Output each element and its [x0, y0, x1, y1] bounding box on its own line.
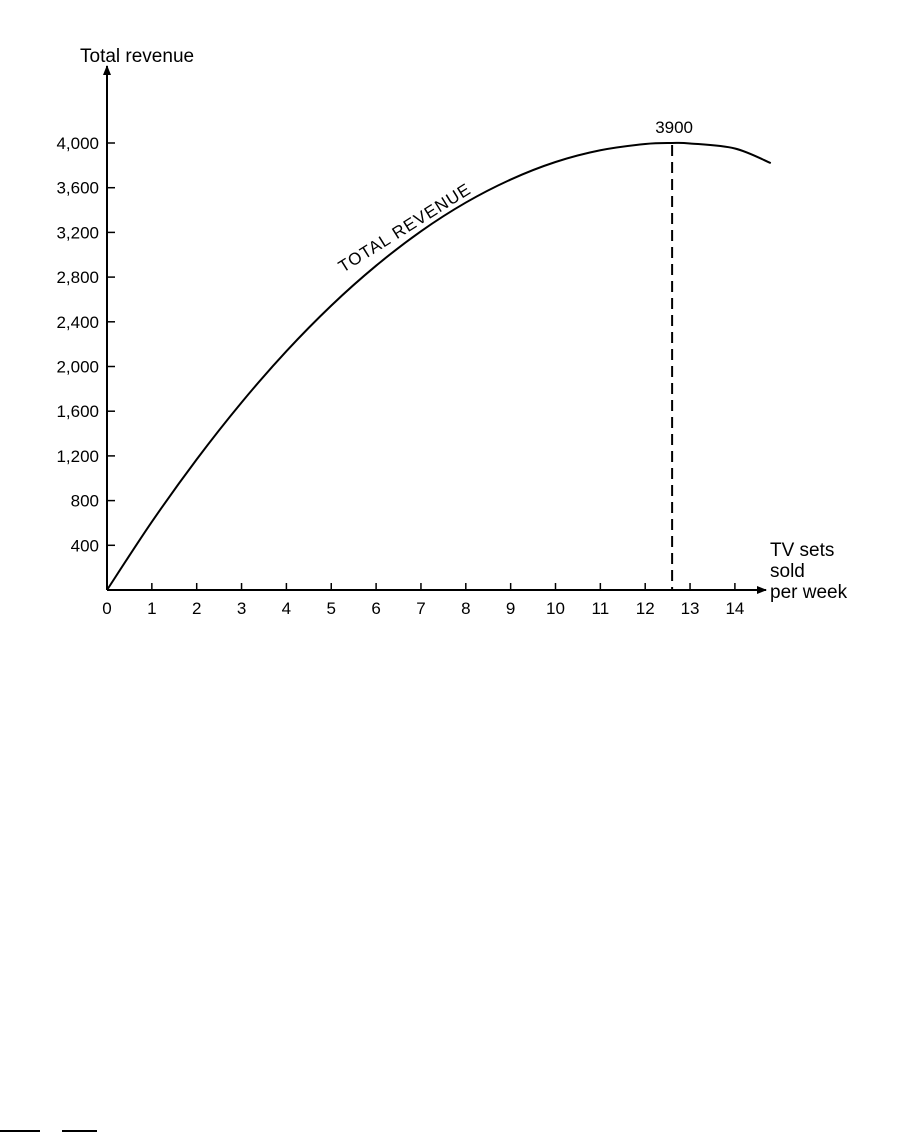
series-label: TOTAL REVENUE [335, 179, 474, 276]
y-tick-label: 800 [71, 492, 99, 511]
x-axis-title-line-1: TV sets [770, 540, 834, 561]
x-tick-label: 10 [546, 599, 565, 618]
y-axis-title: Total revenue [80, 46, 194, 67]
y-tick-label: 400 [71, 536, 99, 555]
y-tick-label: 2,800 [56, 268, 99, 287]
x-tick-label: 1 [147, 599, 156, 618]
y-tick-label: 3,200 [56, 223, 99, 242]
x-tick-label: 3 [237, 599, 246, 618]
x-tick-label: 11 [592, 599, 610, 618]
x-axis-title: TV sets sold per week [770, 540, 848, 603]
x-tick-label: 2 [192, 599, 201, 618]
x-tick-label: 14 [725, 599, 744, 618]
y-tick-label: 1,600 [56, 402, 99, 421]
y-tick-label: 2,000 [56, 358, 99, 377]
x-tick-label: 5 [327, 599, 336, 618]
x-tick-label: 0 [102, 599, 111, 618]
y-tick-label: 1,200 [56, 447, 99, 466]
x-tick-label: 6 [371, 599, 380, 618]
y-tick-label: 4,000 [56, 134, 99, 153]
x-tick-label: 12 [636, 599, 655, 618]
peak-label: 3900 [655, 118, 693, 137]
y-tick-label: 3,600 [56, 179, 99, 198]
x-tick-label: 4 [282, 599, 291, 618]
total-revenue-curve [106, 141, 772, 591]
x-tick-label: 7 [416, 599, 425, 618]
y-tick-label: 2,400 [56, 313, 99, 332]
x-axis-title-line-3: per week [770, 582, 848, 603]
x-tick-label: 8 [461, 599, 470, 618]
x-tick-label: 13 [681, 599, 700, 618]
x-tick-label: 9 [506, 599, 515, 618]
x-axis-title-line-2: sold [770, 561, 805, 582]
